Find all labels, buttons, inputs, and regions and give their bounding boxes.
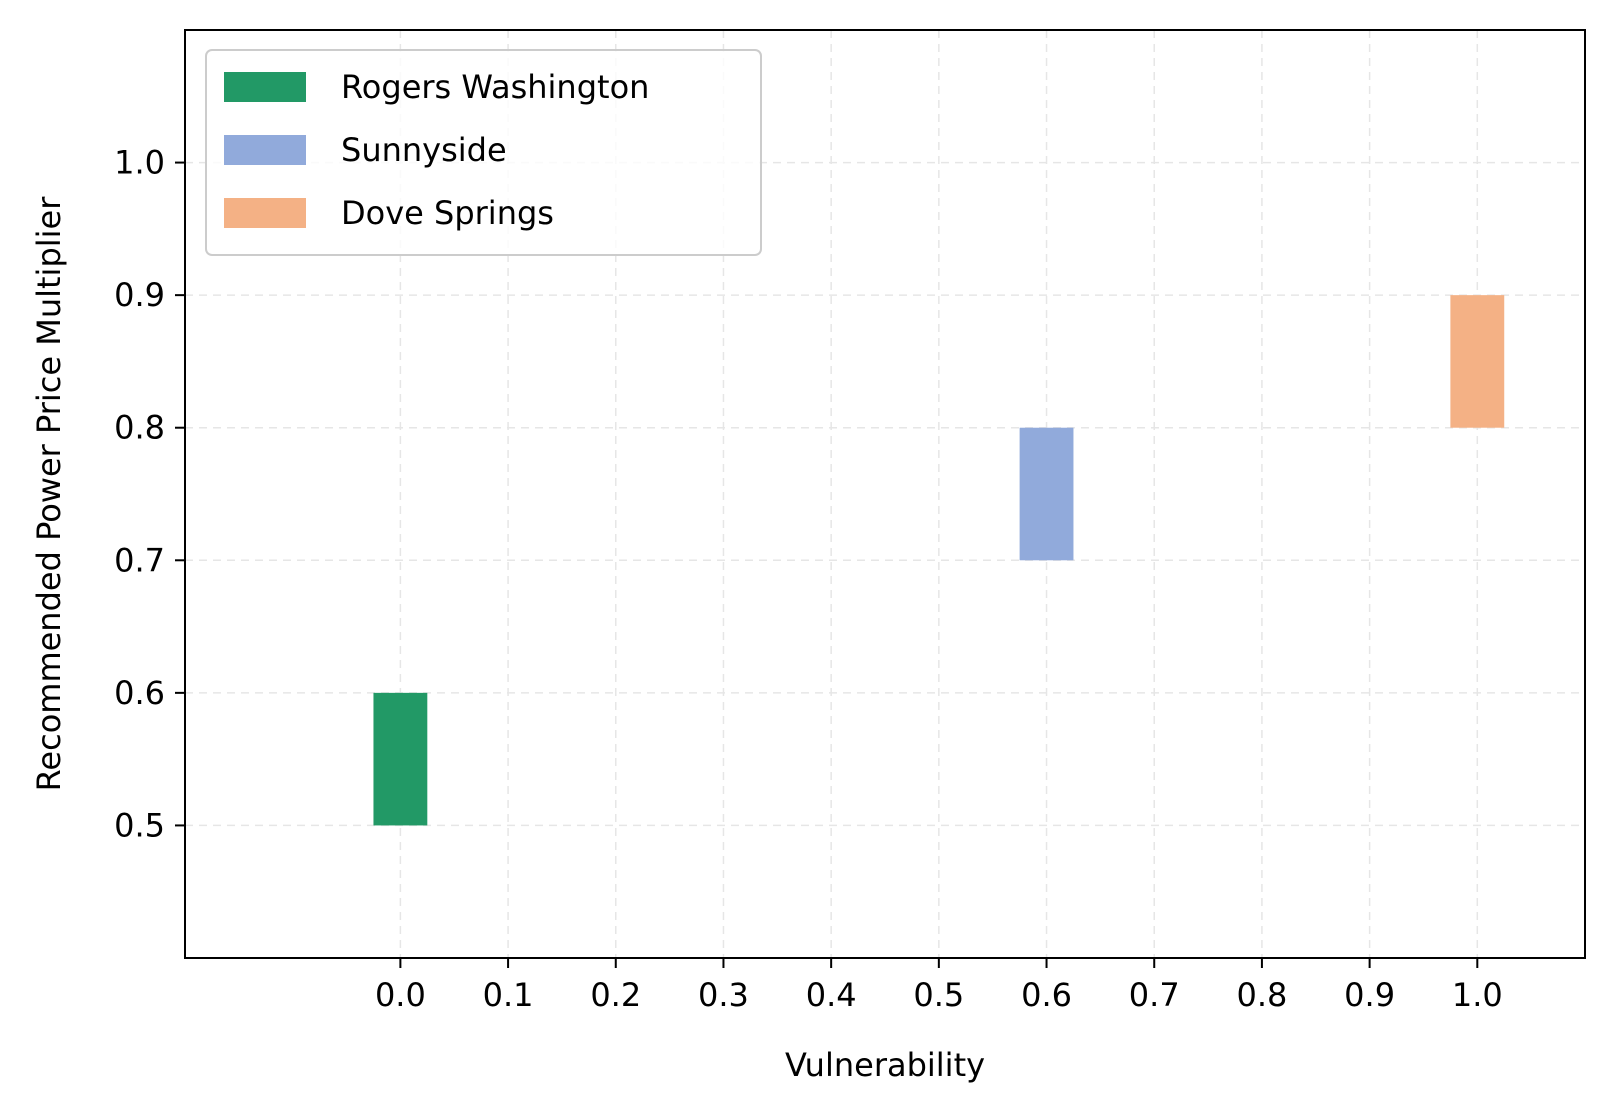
legend-swatch <box>224 198 306 228</box>
y-axis: 0.5 0.6 0.7 0.8 0.9 1.0 <box>114 144 185 844</box>
x-tick-label: 0.0 <box>375 976 426 1014</box>
y-axis-label: Recommended Power Price Multiplier <box>30 196 68 792</box>
bars-layer <box>373 295 1505 826</box>
x-tick-label: 0.2 <box>590 976 641 1014</box>
y-tick-label: 0.8 <box>114 409 165 447</box>
bar-rogers-washington <box>373 692 428 826</box>
y-tick-label: 0.7 <box>114 541 165 579</box>
x-tick-label: 0.6 <box>1021 976 1072 1014</box>
x-tick-label: 0.1 <box>483 976 534 1014</box>
x-tick-label: 1.0 <box>1452 976 1503 1014</box>
x-tick-label: 0.9 <box>1344 976 1395 1014</box>
legend-swatch <box>224 72 306 102</box>
legend-swatch <box>224 135 306 165</box>
x-axis: 0.0 0.1 0.2 0.3 0.4 0.5 0.6 0.7 0.8 0.9 1.0 <box>375 958 1503 1014</box>
legend-label: Rogers Washington <box>341 68 649 106</box>
x-axis-label: Vulnerability <box>785 1046 985 1084</box>
bar-sunnyside <box>1019 427 1074 561</box>
legend-box <box>205 49 762 256</box>
bar-dove-springs <box>1450 295 1505 428</box>
x-tick-label: 0.5 <box>913 976 964 1014</box>
legend: Rogers Washington Sunnyside Dove Springs <box>205 49 762 256</box>
x-tick-label: 0.4 <box>806 976 857 1014</box>
x-tick-label: 0.8 <box>1236 976 1287 1014</box>
legend-label: Dove Springs <box>341 194 554 232</box>
y-tick-label: 1.0 <box>114 144 165 182</box>
y-tick-label: 0.9 <box>114 276 165 314</box>
plot-frame <box>184 29 1586 959</box>
grid-layer <box>185 30 1585 958</box>
y-tick-label: 0.5 <box>114 806 165 844</box>
x-tick-label: 0.7 <box>1129 976 1180 1014</box>
x-tick-label: 0.3 <box>698 976 749 1014</box>
legend-label: Sunnyside <box>341 131 507 169</box>
y-tick-label: 0.6 <box>114 674 165 712</box>
